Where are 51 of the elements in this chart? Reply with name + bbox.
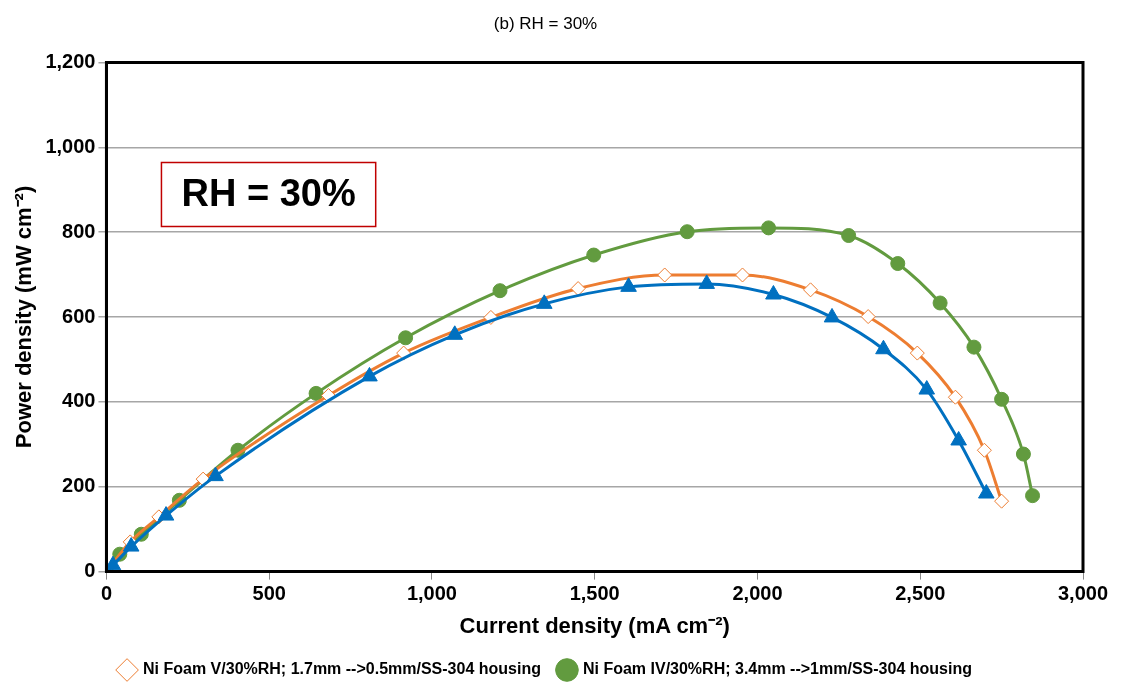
y-tick-label: 0 (84, 559, 96, 582)
point (803, 282, 819, 298)
point (398, 330, 414, 346)
legend-label: Ni Foam IV/30%RH; 3.4mm -->1mm/SS-304 housing (582, 660, 972, 678)
point (761, 220, 777, 236)
point (966, 339, 982, 355)
point (860, 309, 876, 325)
point (679, 224, 695, 240)
point (492, 283, 508, 299)
x-tick-label: 1,000 (406, 582, 457, 605)
y-axis-title: Power density (mW cm⁻²) (11, 185, 37, 449)
point (657, 267, 673, 283)
y-tick-label: 600 (62, 304, 96, 327)
point (909, 345, 925, 361)
point (570, 281, 586, 297)
point (207, 466, 224, 482)
x-tick-label: 500 (252, 582, 286, 605)
x-tick-label: 3,000 (1057, 582, 1109, 605)
x-tick-label: 0 (100, 582, 113, 605)
chart-title: (b) RH = 30% (493, 13, 598, 33)
point (976, 442, 992, 458)
point (308, 385, 324, 401)
point (994, 391, 1010, 407)
point (950, 430, 967, 446)
point (735, 267, 751, 283)
y-tick-label: 200 (62, 474, 96, 497)
point (586, 247, 602, 263)
x-tick-label: 2,000 (732, 582, 783, 605)
legend-label: Ni Foam V/30%RH; 1.7mm -->0.5mm/SS-304 housing (143, 660, 541, 678)
annotation: RH = 30% (181, 171, 356, 214)
x-axis-title: Current density (mA cm⁻²) (459, 612, 730, 638)
point (875, 339, 892, 355)
point (765, 285, 782, 300)
point (947, 389, 963, 405)
point (932, 295, 948, 311)
y-tick-label: 1,200 (45, 49, 96, 72)
y-tick-label: 400 (62, 389, 96, 412)
point (978, 484, 995, 499)
x-tick-label: 1,500 (569, 582, 620, 605)
x-tick-label: 2,500 (895, 582, 946, 605)
point (361, 366, 378, 382)
point (1025, 488, 1041, 504)
point (841, 228, 857, 244)
point (890, 256, 906, 272)
y-tick-label: 1,000 (45, 134, 96, 157)
point (918, 380, 936, 395)
point (994, 493, 1010, 509)
point (106, 555, 122, 571)
point (157, 506, 175, 521)
point (1015, 446, 1031, 462)
y-tick-label: 800 (62, 219, 96, 242)
